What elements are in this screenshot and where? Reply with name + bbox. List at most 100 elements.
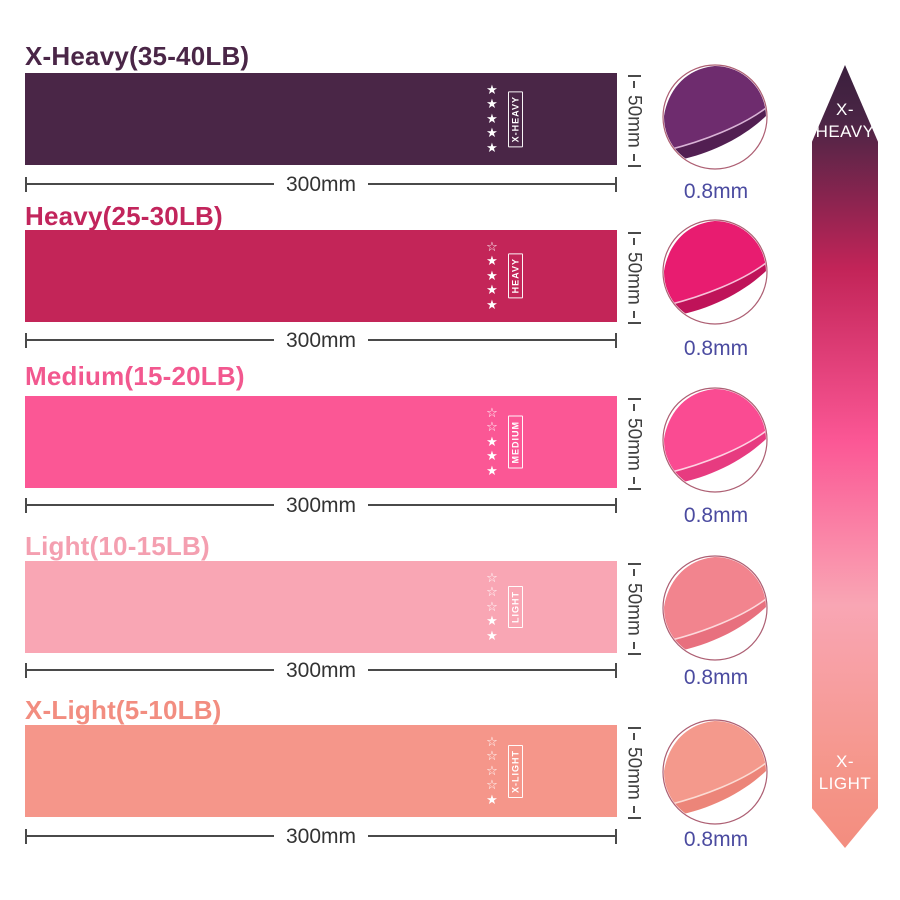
scale-bottom-label: X- LIGHT xyxy=(812,751,878,795)
dimension-line xyxy=(27,339,274,341)
star-icon: ★ xyxy=(486,81,498,97)
dimension-line xyxy=(633,81,635,89)
dimension-line xyxy=(368,339,615,341)
star-icon: ★ xyxy=(486,627,498,643)
dimension-line xyxy=(633,569,635,577)
star-icon: ★ xyxy=(486,613,498,629)
folded-band-icon xyxy=(662,64,768,170)
band-title-x-light: X-Light(5-10LB) xyxy=(25,695,222,725)
dimension-tick xyxy=(25,828,27,844)
thickness-label: 0.8mm xyxy=(683,180,749,203)
thickness-label: 0.8mm xyxy=(683,666,749,689)
star-icon: ★ xyxy=(486,253,498,269)
band-title-heavy: Heavy(25-30LB) xyxy=(25,201,223,231)
dimension-tick xyxy=(25,332,27,348)
band-marking: ☆ ★ ★ ★ ★ HEAVY xyxy=(481,230,523,322)
folded-band-icon xyxy=(662,219,768,325)
thickness-label: 0.8mm xyxy=(683,337,749,360)
star-icon: ★ xyxy=(486,296,498,312)
width-label: 300mm xyxy=(285,328,357,352)
star-icon: ☆ xyxy=(486,777,498,793)
star-icon: ☆ xyxy=(486,762,498,778)
width-dimension: 300mm xyxy=(25,825,617,847)
star-rating: ★ ★ ★ ★ ★ xyxy=(481,81,503,156)
dimension-line xyxy=(633,238,635,246)
star-icon: ☆ xyxy=(486,404,498,420)
dimension-tick xyxy=(627,652,641,655)
dimension-line xyxy=(633,476,635,484)
width-label: 300mm xyxy=(285,172,357,196)
dimension-line xyxy=(368,504,615,506)
width-dimension: 300mm xyxy=(25,173,617,195)
star-icon: ☆ xyxy=(486,419,498,435)
resistance-band-bar-medium: ☆ ☆ ★ ★ ★ MEDIUM xyxy=(25,396,617,488)
dimension-tick xyxy=(627,487,641,490)
band-marking: ☆ ☆ ★ ★ ★ MEDIUM xyxy=(481,396,523,488)
thickness-label: 0.8mm xyxy=(683,828,749,851)
folded-band-face xyxy=(664,389,766,473)
folded-band-face xyxy=(664,557,766,641)
dimension-tick xyxy=(627,398,641,400)
band-marking: ★ ★ ★ ★ ★ X-HEAVY xyxy=(481,73,523,165)
resistance-band-bar-x-light: ☆ ☆ ☆ ☆ ★ X-LIGHT xyxy=(25,725,617,817)
star-icon: ★ xyxy=(486,282,498,298)
scale-top-label-line2: HEAVY xyxy=(815,122,875,141)
star-rating: ☆ ☆ ★ ★ ★ xyxy=(481,404,503,479)
height-dimension: 50mm xyxy=(621,75,647,167)
band-name-tag: X-HEAVY xyxy=(508,90,523,148)
star-icon: ☆ xyxy=(486,569,498,585)
height-dimension: 50mm xyxy=(621,398,647,490)
band-title-light: Light(10-15LB) xyxy=(25,531,210,561)
dimension-tick xyxy=(615,332,617,348)
band-title-medium: Medium(15-20LB) xyxy=(25,361,245,391)
folded-band-icon xyxy=(662,387,768,493)
dimension-line xyxy=(633,733,635,741)
dimension-tick xyxy=(25,497,27,513)
dimension-tick xyxy=(615,828,617,844)
height-label: 50mm xyxy=(623,582,645,636)
scale-top-label-line1: X- xyxy=(836,100,854,119)
band-name-tag: LIGHT xyxy=(508,586,523,628)
height-dimension: 50mm xyxy=(621,232,647,324)
dimension-line xyxy=(27,835,274,837)
band-name-tag: HEAVY xyxy=(508,253,523,299)
star-icon: ★ xyxy=(486,791,498,807)
width-label: 300mm xyxy=(285,824,357,848)
thickness-detail-circle xyxy=(662,219,768,325)
fold-edge-highlight xyxy=(667,598,766,642)
dimension-line xyxy=(27,669,274,671)
fold-edge-highlight xyxy=(667,262,766,306)
thickness-detail-circle xyxy=(662,64,768,170)
width-label: 300mm xyxy=(285,493,357,517)
band-name-tag: MEDIUM xyxy=(508,415,523,469)
star-rating: ☆ ☆ ☆ ☆ ★ xyxy=(481,734,503,808)
fold-edge-highlight xyxy=(667,762,766,806)
scale-bottom-label-line1: X- xyxy=(836,752,854,771)
resistance-band-bar-heavy: ☆ ★ ★ ★ ★ HEAVY xyxy=(25,230,617,322)
star-icon: ★ xyxy=(486,96,498,112)
dimension-tick xyxy=(25,176,27,192)
star-icon: ★ xyxy=(486,139,498,155)
resistance-band-bar-x-heavy: ★ ★ ★ ★ ★ X-HEAVY xyxy=(25,73,617,165)
dimension-tick xyxy=(627,321,641,324)
star-icon: ☆ xyxy=(486,584,498,600)
star-icon: ★ xyxy=(486,125,498,141)
dimension-tick xyxy=(615,497,617,513)
fold-edge-highlight xyxy=(667,107,766,151)
star-icon: ★ xyxy=(486,267,498,283)
band-name-tag: X-LIGHT xyxy=(508,744,523,798)
dimension-tick xyxy=(615,662,617,678)
folded-band-face xyxy=(664,221,766,305)
star-icon: ★ xyxy=(486,110,498,126)
width-dimension: 300mm xyxy=(25,329,617,351)
thickness-detail-circle xyxy=(662,719,768,825)
star-rating: ☆ ☆ ☆ ★ ★ xyxy=(481,569,503,644)
star-icon: ★ xyxy=(486,462,498,478)
dimension-line xyxy=(633,310,635,318)
dimension-line xyxy=(633,404,635,412)
band-title-x-heavy: X-Heavy(35-40LB) xyxy=(25,41,250,71)
star-icon: ☆ xyxy=(486,748,498,764)
dimension-tick xyxy=(627,563,641,565)
thickness-detail-circle xyxy=(662,555,768,661)
